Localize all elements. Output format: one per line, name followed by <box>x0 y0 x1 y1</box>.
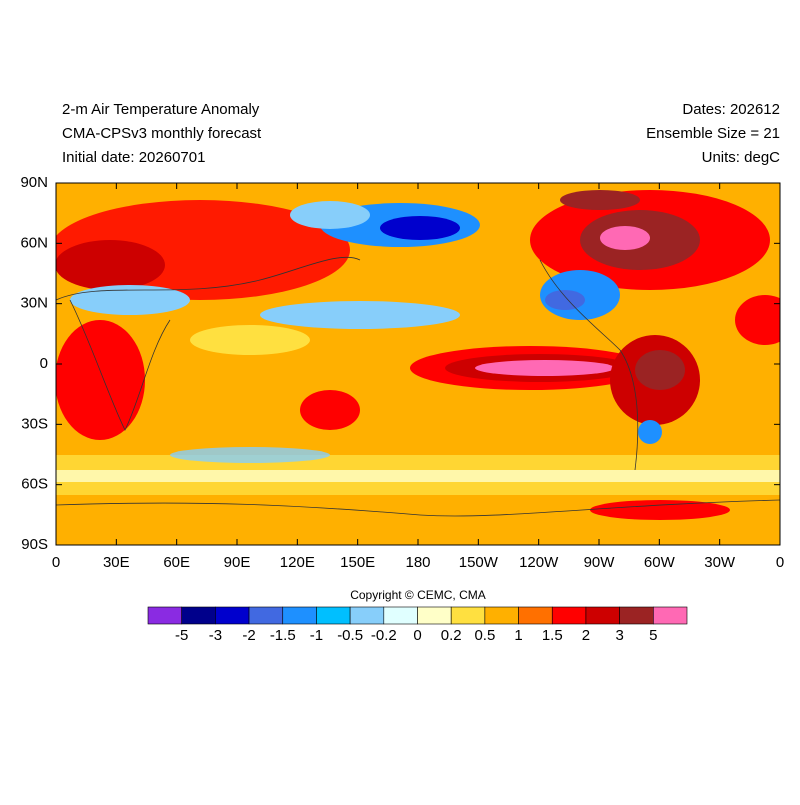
colorbar-swatch <box>518 606 553 625</box>
y-tick-label: 30S <box>21 415 48 432</box>
x-tick-label: 180 <box>405 554 430 571</box>
colorbar-label: -1.5 <box>270 627 296 644</box>
x-tick-label: 90W <box>584 554 616 571</box>
y-tick-label: 60N <box>20 234 48 251</box>
colorbar-label: 3 <box>615 627 623 644</box>
temperature-field <box>56 183 780 545</box>
colorbar-label: -5 <box>175 627 188 644</box>
y-tick-label: 90N <box>20 174 48 191</box>
x-tick-label: 120E <box>280 554 315 571</box>
colorbar-swatch <box>282 606 317 625</box>
colorbar-swatch <box>484 606 519 625</box>
colorbar-swatch <box>417 606 452 625</box>
x-tick-label: 0 <box>776 554 784 571</box>
title-left: Initial date: 20260701 <box>62 149 205 166</box>
colorbar-label: 0 <box>413 627 421 644</box>
colorbar-label: 0.2 <box>441 627 462 644</box>
y-tick-label: 90S <box>21 536 48 553</box>
title-right: Ensemble Size = 21 <box>646 125 780 142</box>
x-tick-label: 120W <box>519 554 559 571</box>
colorbar-swatch <box>619 606 654 625</box>
colorbar-swatch <box>551 606 587 625</box>
colorbar-label: -3 <box>209 627 222 644</box>
x-tick-label: 30E <box>103 554 130 571</box>
colorbar-label: 5 <box>649 627 657 644</box>
colorbar-label: 2 <box>582 627 590 644</box>
colorbar-swatch <box>147 606 182 625</box>
colorbar-swatch <box>450 606 486 625</box>
x-tick-label: 150E <box>340 554 375 571</box>
colorbar-swatch <box>383 606 418 625</box>
title-left: 2-m Air Temperature Anomaly <box>62 101 260 118</box>
y-tick-label: 0 <box>40 355 48 372</box>
colorbar-swatch <box>349 606 385 625</box>
title-right: Dates: 202612 <box>682 101 780 118</box>
colorbar-swatch <box>653 606 688 625</box>
title-right: Units: degC <box>702 149 781 166</box>
colorbar-swatch <box>316 606 351 625</box>
x-tick-label: 150W <box>459 554 499 571</box>
colorbar-label: 1 <box>514 627 522 644</box>
colorbar-label: -2 <box>242 627 255 644</box>
x-tick-label: 60W <box>644 554 676 571</box>
colorbar-swatch <box>585 606 620 625</box>
title-left: CMA-CPSv3 monthly forecast <box>62 125 262 142</box>
colorbar-swatch <box>215 606 250 625</box>
colorbar-label: 1.5 <box>542 627 563 644</box>
colorbar-label: -1 <box>310 627 323 644</box>
x-tick-label: 30W <box>704 554 736 571</box>
colorbar-swatch <box>181 606 216 625</box>
copyright: Copyright © CEMC, CMA <box>350 588 486 602</box>
x-tick-label: 90E <box>224 554 251 571</box>
colorbar-label: -0.5 <box>337 627 363 644</box>
y-tick-label: 30N <box>20 295 48 312</box>
y-tick-label: 60S <box>21 476 48 493</box>
colorbar-label: -0.2 <box>371 627 397 644</box>
colorbar-swatch <box>248 606 284 625</box>
x-tick-label: 60E <box>163 554 190 571</box>
x-tick-label: 0 <box>52 554 60 571</box>
colorbar-label: 0.5 <box>474 627 495 644</box>
